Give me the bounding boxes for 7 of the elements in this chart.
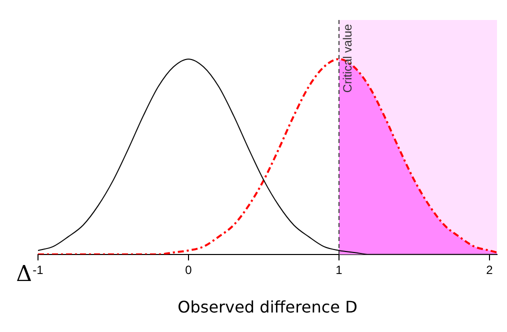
x-tick-label: 1 — [336, 262, 343, 277]
x-axis-title: Observed difference D — [178, 298, 358, 317]
x-tick-label: 2 — [486, 262, 494, 277]
x-tick-label: 0 — [185, 262, 192, 277]
ref-line-label: Critical value — [340, 24, 354, 93]
text: Δ — [16, 262, 32, 288]
x-tick-label: -1 — [32, 262, 44, 277]
